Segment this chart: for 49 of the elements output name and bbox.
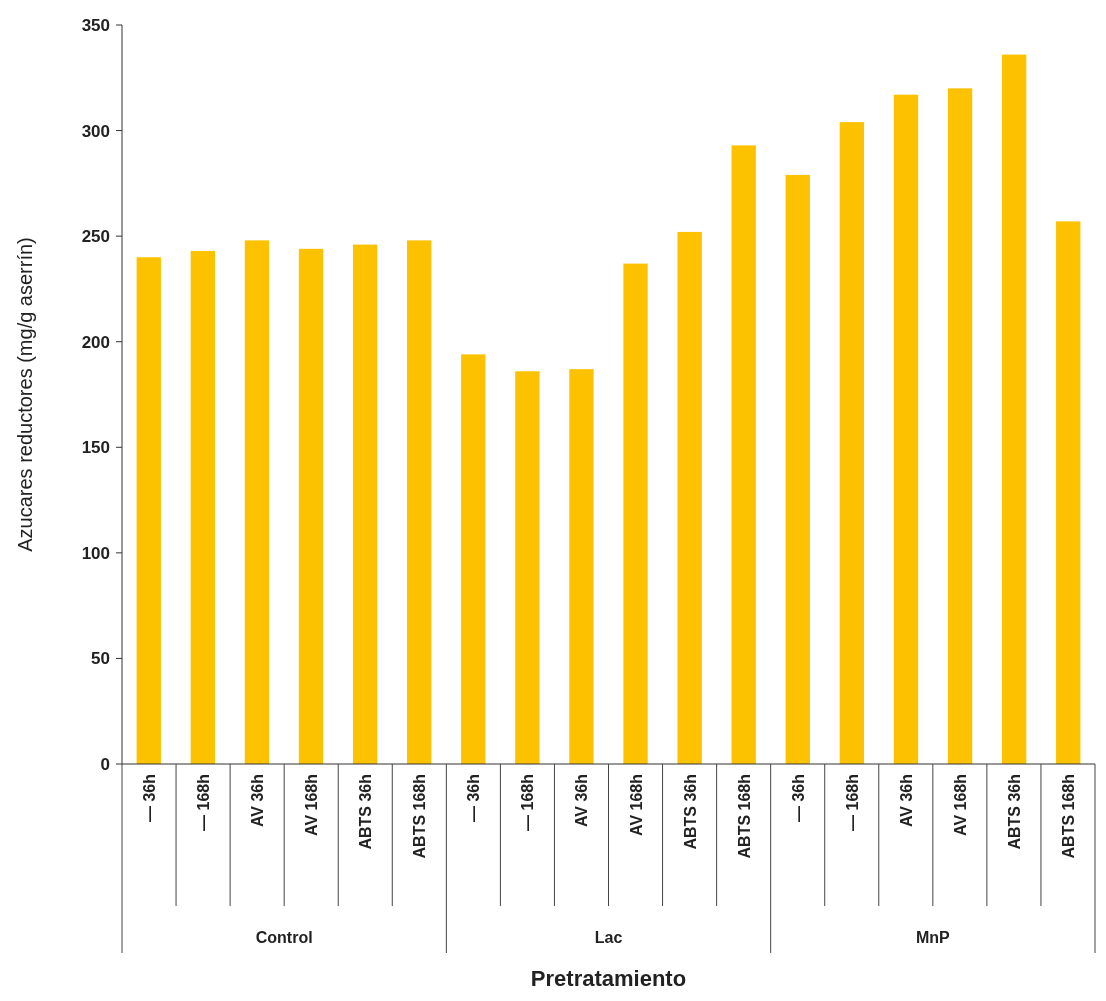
x-tick-label: AV 168h [951,774,969,836]
y-tick-label: 350 [81,15,110,35]
x-tick-label: ABTS 36h [681,774,699,850]
bar [244,240,270,764]
y-tick-label: 300 [81,121,110,141]
bar [407,240,432,764]
text: Control [255,929,313,946]
x-tick-label: AV 168h [627,774,645,836]
x-tick-label: — 36h [465,774,483,823]
bar [352,244,378,764]
bar [515,371,540,764]
bar [569,369,594,764]
bar [461,354,486,764]
bar [298,248,324,764]
x-tick-label: — 168h [195,774,213,831]
bar [623,263,648,764]
x-tick-label: — 168h [519,774,537,831]
bar [1001,54,1027,764]
bar [785,174,810,764]
x-tick-label: AV 168h [303,774,321,836]
x-tick-label: — 36h [141,774,159,823]
y-tick-label: 100 [81,543,110,563]
bar [731,145,756,764]
bar [1056,221,1081,764]
x-tick-label: — 168h [843,774,861,831]
x-tick-label: ABTS 36h [357,774,375,850]
y-tick-label: 50 [91,649,110,669]
x-tick-label: — 36h [789,774,807,823]
x-tick-label: ABTS 168h [1059,774,1077,859]
bar [839,122,865,764]
y-tick-label: 150 [81,438,110,458]
x-tick-label: AV 36h [897,774,915,828]
bar [190,250,216,764]
x-tick-label: ABTS 168h [735,774,753,859]
x-axis-title: Pretratamiento [530,966,687,991]
bar [136,257,161,764]
y-tick-label: 250 [81,227,110,247]
x-tick-label: ABTS 168h [411,774,429,859]
x-tick-label: AV 36h [249,774,267,828]
text: Lac [594,929,623,946]
y-axis-title: Azucares reductores (mg/g aserrín) [14,237,36,552]
x-tick-label: ABTS 36h [1005,774,1023,850]
bar [893,94,919,764]
bar [677,231,702,764]
x-tick-label: AV 36h [573,774,591,828]
bar [947,88,973,764]
text: MnP [915,929,951,946]
y-tick-label: 0 [100,754,110,774]
y-tick-label: 200 [81,332,110,352]
